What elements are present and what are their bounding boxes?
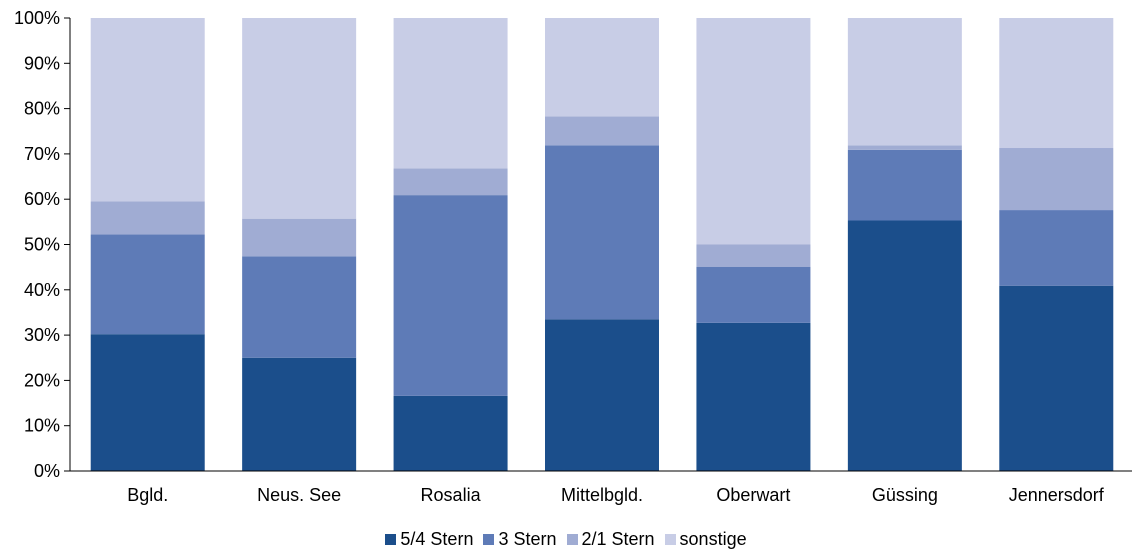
bar-segment-2: [242, 256, 357, 358]
x-category-label: Güssing: [872, 485, 938, 505]
y-tick-label: 50%: [24, 235, 60, 255]
legend-swatch: [664, 533, 676, 545]
legend-item: 5/4 Stern: [385, 529, 473, 550]
bar-segment-3: [999, 148, 1114, 211]
x-category-label: Jennersdorf: [1009, 485, 1105, 505]
y-tick-label: 30%: [24, 325, 60, 345]
bar-segment-1: [90, 334, 205, 471]
bar-segment-4: [545, 18, 659, 117]
y-tick-label: 40%: [24, 280, 60, 300]
bar-segment-3: [847, 145, 962, 150]
bar-segment-1: [847, 220, 962, 471]
bar-segment-3: [242, 218, 357, 257]
y-tick-label: 20%: [24, 370, 60, 390]
bar-segment-3: [393, 168, 508, 196]
bar-segment-4: [90, 18, 205, 202]
x-category-label: Neus. See: [257, 485, 341, 505]
chart-plot-area: 0% 10% 20% 30% 40% 50% 60% 70% 80% 90% 100% Bgld. Ne…: [14, 8, 1132, 505]
bar-segment-4: [999, 18, 1114, 149]
y-tick-label: 0%: [34, 461, 60, 481]
bar-segment-1: [696, 322, 811, 471]
y-tick-label: 10%: [24, 416, 60, 436]
bar-segment-2: [696, 266, 811, 323]
y-tick-label: 90%: [24, 53, 60, 73]
bar-segment-4: [847, 18, 962, 146]
legend-item: 2/1 Stern: [566, 528, 655, 550]
legend-item: sonstige: [664, 528, 747, 550]
x-category-label: Mittelbgld.: [561, 485, 643, 505]
bar-segment-4: [242, 18, 357, 219]
legend-label: 5/4 Stern: [400, 528, 474, 549]
bar-segment-2: [393, 195, 508, 396]
x-category-label: Rosalia: [421, 485, 482, 505]
bar-segment-3: [90, 201, 205, 235]
x-category-label: Oberwart: [716, 485, 790, 505]
bar-segment-1: [393, 395, 508, 471]
legend-swatch: [566, 533, 578, 545]
bar-segment-4: [393, 18, 508, 169]
legend-label: sonstige: [679, 528, 747, 549]
bar-segment-3: [545, 116, 659, 146]
y-tick-label: 80%: [24, 99, 60, 119]
legend-label: 3 Stern: [498, 528, 557, 549]
legend-item: 3 Stern: [483, 528, 557, 550]
bar-segment-2: [545, 145, 659, 320]
y-tick-label: 100%: [14, 8, 60, 28]
x-category-label: Bgld.: [127, 485, 168, 505]
bar-segment-3: [696, 244, 811, 267]
bar-segment-2: [999, 210, 1114, 286]
bar-segment-1: [545, 319, 659, 471]
bar-segment-2: [90, 234, 205, 335]
legend-label: 2/1 Stern: [581, 528, 655, 549]
bar-segment-4: [696, 18, 811, 245]
bar-segment-2: [847, 149, 962, 221]
y-tick-label: 70%: [24, 144, 60, 164]
legend-swatch: [385, 533, 397, 545]
chart-legend: 5/4 Stern 3 Stern 2/1 Stern sonstige: [0, 524, 1132, 554]
legend-swatch: [483, 533, 495, 545]
bar-segment-1: [999, 285, 1114, 471]
bar-segment-1: [242, 357, 357, 471]
y-tick-label: 60%: [24, 189, 60, 209]
